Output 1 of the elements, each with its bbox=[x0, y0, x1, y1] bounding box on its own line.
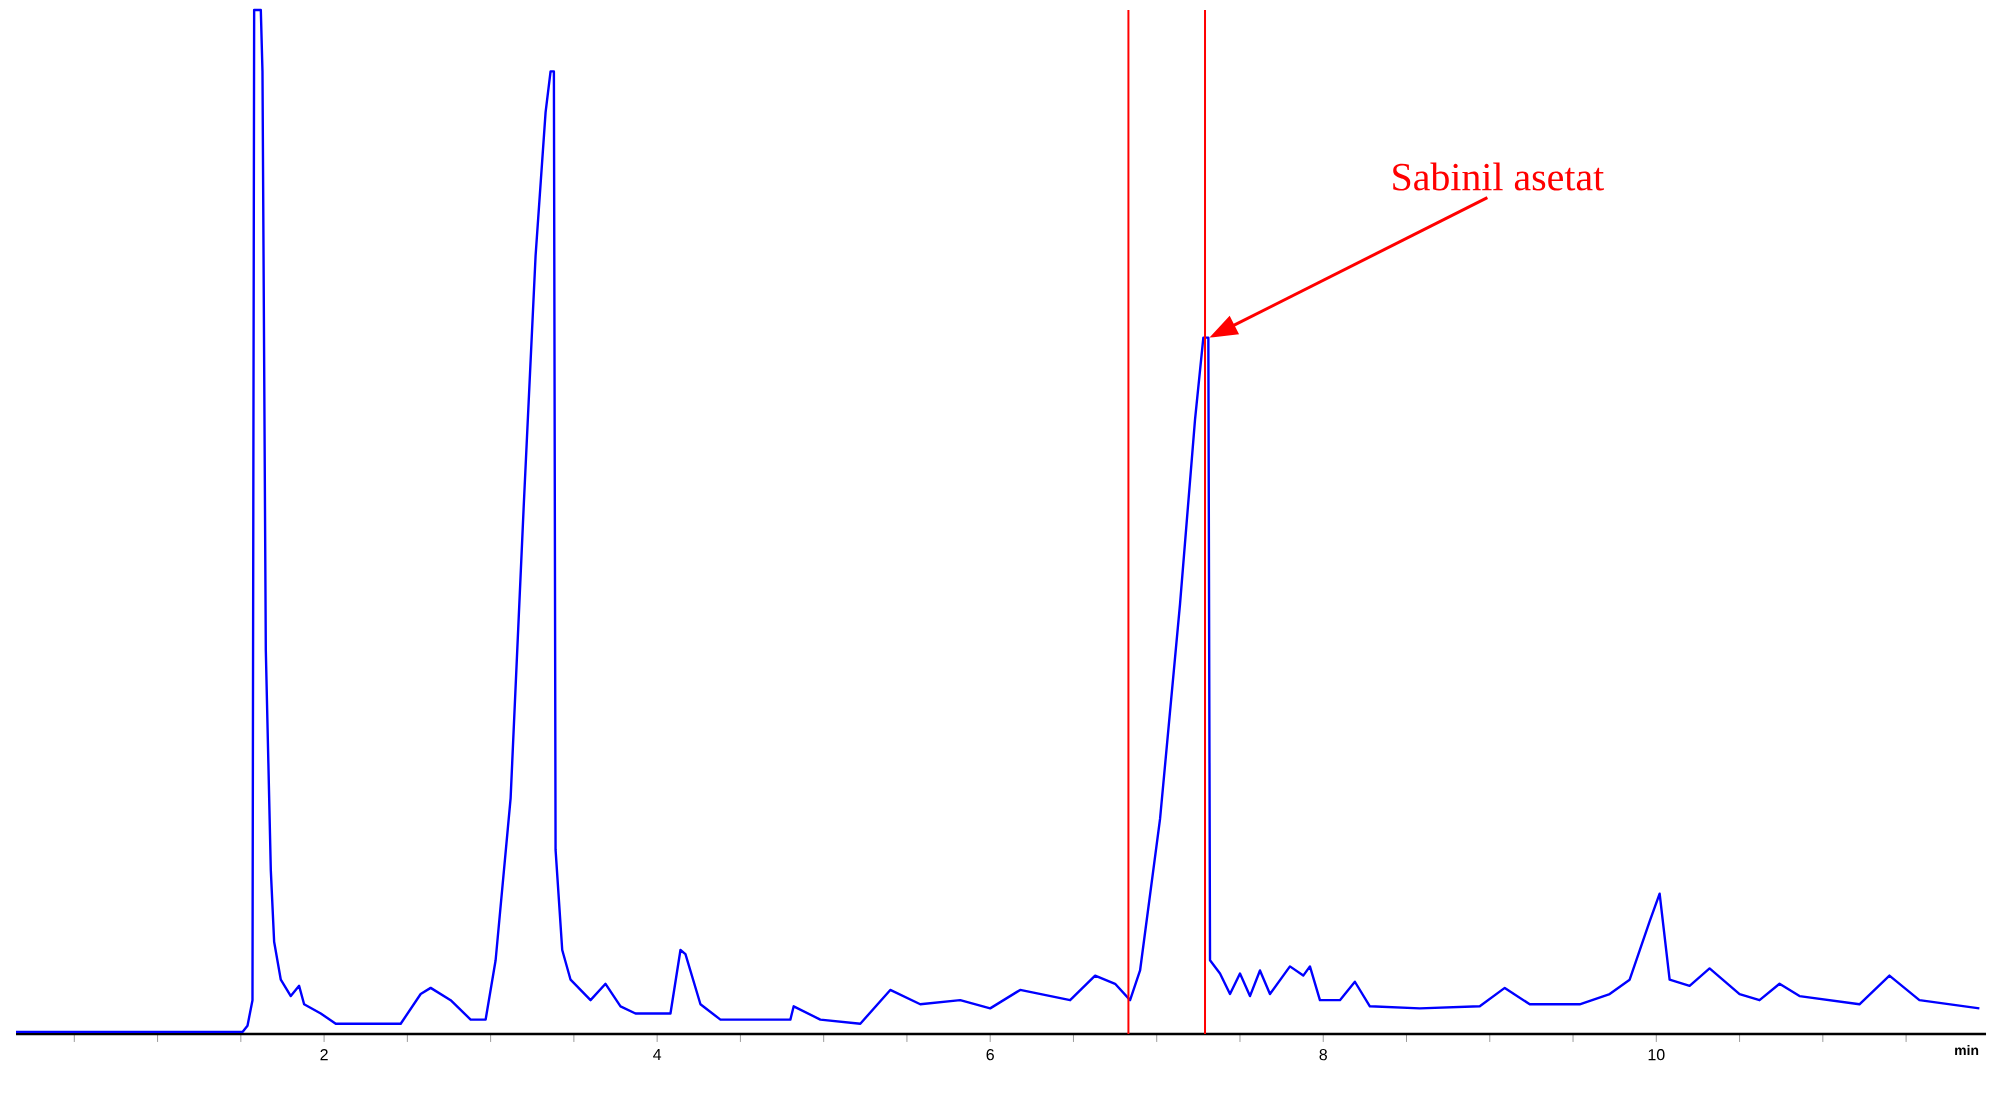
annotation: Sabinil asetat bbox=[1393, 162, 1604, 191]
